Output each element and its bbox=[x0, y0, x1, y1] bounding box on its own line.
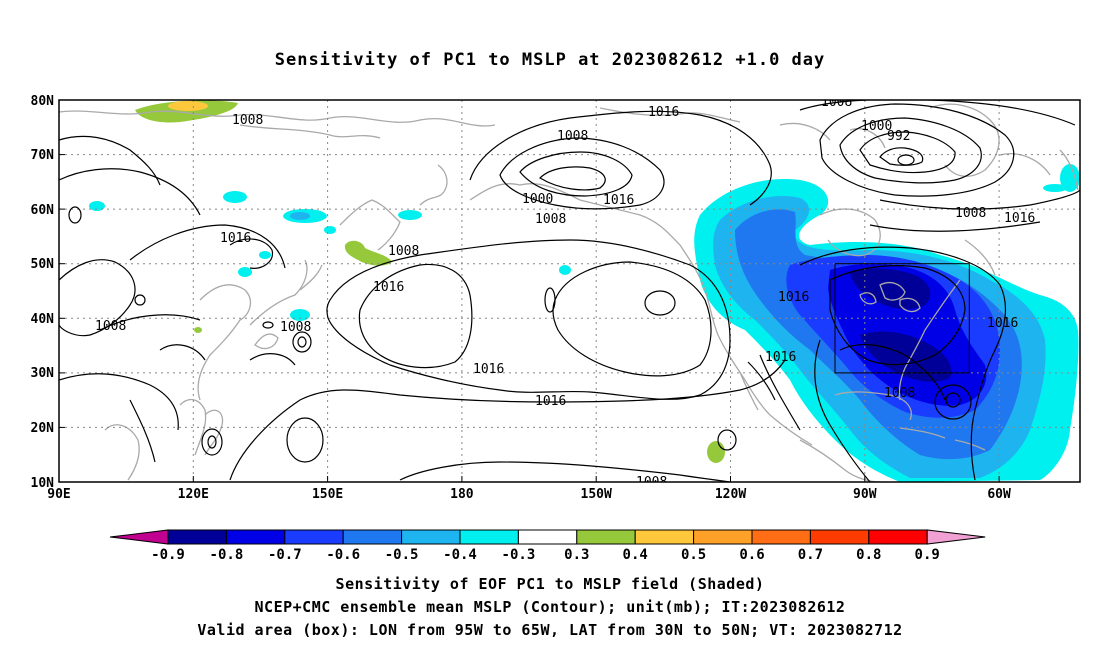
contour-label: 1016 bbox=[473, 362, 504, 377]
colorbar-label: 0.5 bbox=[681, 547, 706, 563]
contour-label: 1016 bbox=[765, 350, 796, 365]
colorbar-label: 0.3 bbox=[564, 547, 589, 563]
contour-label: 1016 bbox=[535, 394, 566, 409]
lat-label: 60N bbox=[31, 203, 55, 218]
axis-ticks bbox=[59, 154, 1000, 482]
latitude-labels: 80N 70N 60N 50N 40N 30N 20N 10N bbox=[31, 94, 55, 491]
caption-line-2: NCEP+CMC ensemble mean MSLP (Contour); u… bbox=[254, 598, 846, 616]
chart-title: Sensitivity of PC1 to MSLP at 2023082612… bbox=[274, 50, 826, 70]
contour-label: 1008 bbox=[388, 244, 419, 259]
colorbar-box bbox=[342, 529, 403, 545]
contour-label: 1016 bbox=[373, 280, 404, 295]
contour-label-group: 1008 1016 1008 1000 992 1008 1016 1016 1… bbox=[95, 95, 1035, 490]
colorbar-box bbox=[693, 529, 753, 545]
lat-label: 40N bbox=[31, 312, 55, 327]
colorbar-box bbox=[284, 529, 344, 545]
colorbar-box bbox=[401, 529, 461, 545]
colorbar: -0.9 -0.8 -0.7 -0.6 -0.5 -0.4 -0.3 0.3 0.4 0.5 0.6… bbox=[109, 529, 986, 563]
colorbar-label: -0.3 bbox=[502, 547, 536, 563]
lat-label: 50N bbox=[31, 257, 55, 272]
colorbar-box bbox=[868, 529, 928, 545]
longitude-labels: 90E 120E 150E 180 150W 120W 90W 60W bbox=[47, 487, 1011, 502]
colorbar-box bbox=[459, 529, 519, 545]
contour-label: 1008 bbox=[557, 129, 588, 144]
contour-label: 1000 bbox=[861, 119, 892, 134]
contour-label: 1008 bbox=[884, 386, 915, 401]
lat-label: 80N bbox=[31, 94, 55, 109]
colorbar-label: -0.7 bbox=[268, 547, 302, 563]
colorbar-box bbox=[576, 529, 636, 545]
mslp-contours bbox=[59, 100, 1080, 482]
contour-label: 1016 bbox=[778, 290, 809, 305]
shade-neg-deep2 bbox=[860, 331, 952, 382]
colorbar-label: -0.8 bbox=[210, 547, 244, 563]
contour-label: 1016 bbox=[1004, 211, 1035, 226]
contour-label: 992 bbox=[887, 129, 910, 144]
colorbar-label: -0.5 bbox=[385, 547, 419, 563]
colorbar-label: 0.7 bbox=[798, 547, 823, 563]
lat-label: 30N bbox=[31, 366, 55, 381]
colorbar-box bbox=[751, 529, 811, 545]
contour-label: 1008 bbox=[535, 212, 566, 227]
valid-area-box bbox=[834, 263, 970, 374]
lat-label: 70N bbox=[31, 148, 55, 163]
contour-label: 1016 bbox=[987, 316, 1018, 331]
lon-label: 180 bbox=[450, 487, 474, 502]
lon-label: 120E bbox=[178, 487, 209, 502]
contour-label: 1016 bbox=[603, 193, 634, 208]
contour-label: 1008 bbox=[232, 113, 263, 128]
colorbar-box bbox=[225, 529, 286, 545]
colorbar-label: 0.4 bbox=[623, 547, 648, 563]
colorbar-label: 0.8 bbox=[856, 547, 881, 563]
lon-label: 90E bbox=[47, 487, 70, 502]
contour-label: 1008 bbox=[95, 319, 126, 334]
lat-label: 10N bbox=[31, 476, 55, 491]
colorbar-label: -0.4 bbox=[443, 547, 477, 563]
lon-label: 120W bbox=[715, 487, 746, 502]
colorbar-box bbox=[634, 529, 695, 545]
caption-line-3: Valid area (box): LON from 95W to 65W, L… bbox=[197, 621, 903, 639]
contour-label: 1016 bbox=[648, 105, 679, 120]
lat-lon-grid bbox=[59, 100, 1080, 482]
colorbar-label: -0.9 bbox=[151, 547, 185, 563]
contour-label: 1008 bbox=[955, 206, 986, 221]
lon-label: 150E bbox=[312, 487, 343, 502]
colorbar-label: 0.9 bbox=[915, 547, 940, 563]
colorbar-box bbox=[167, 529, 227, 545]
contour-label: 1016 bbox=[220, 231, 251, 246]
lat-label: 20N bbox=[31, 421, 55, 436]
lon-label: 60W bbox=[987, 487, 1011, 502]
colorbar-box bbox=[809, 529, 870, 545]
contour-label: 1008 bbox=[280, 320, 311, 335]
colorbar-triangle-high bbox=[926, 529, 986, 545]
contour-label: 1008 bbox=[636, 475, 667, 490]
caption-line-1: Sensitivity of EOF PC1 to MSLP field (Sh… bbox=[335, 575, 765, 593]
colorbar-label: 0.6 bbox=[739, 547, 764, 563]
contour-label: 1008 bbox=[821, 95, 852, 110]
lon-label: 150W bbox=[581, 487, 612, 502]
contour-label: 1000 bbox=[522, 192, 553, 207]
colorbar-label: -0.6 bbox=[326, 547, 360, 563]
lon-label: 90W bbox=[853, 487, 877, 502]
colorbar-triangle-low bbox=[109, 529, 169, 545]
map-frame bbox=[58, 99, 1081, 483]
colorbar-box bbox=[517, 529, 578, 545]
